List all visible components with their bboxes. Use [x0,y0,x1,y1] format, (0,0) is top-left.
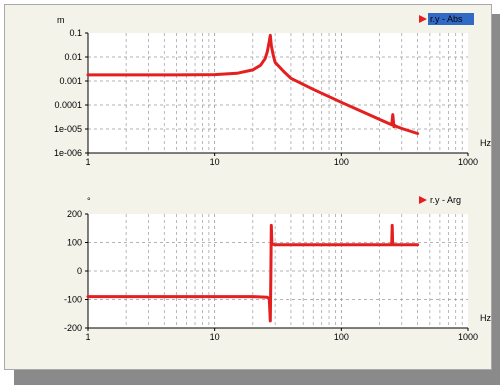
y-tick-label: 1e-005 [54,124,82,134]
magnitude-x-unit: Hz [480,138,491,148]
x-tick-label: 100 [334,157,349,167]
magnitude-chart: 1 10 100 1000 0.1 0.01 0.001 0.0001 1e-005 1e-006… [54,13,491,167]
x-tick-label: 100 [334,332,349,342]
magnitude-axes [87,33,468,154]
y-tick-label: 0.1 [69,28,82,38]
phase-legend[interactable]: r.y - Arg [419,195,461,205]
legend-marker-icon [419,15,427,23]
magnitude-tick-labels: 1 10 100 1000 0.1 0.01 0.001 0.0001 1e-005 1e-006 [54,28,478,167]
x-tick-label: 1 [85,157,90,167]
magnitude-legend[interactable]: r.y - Abs [419,13,474,25]
y-tick-label: 0.0001 [54,100,82,110]
x-tick-label: 10 [210,157,220,167]
y-tick-label: -200 [64,323,82,333]
y-tick-label: 0.001 [59,76,82,86]
y-tick-label: -100 [64,295,82,305]
x-tick-label: 10 [210,332,220,342]
x-tick-label: 1000 [458,332,478,342]
x-tick-label: 1 [85,332,90,342]
series-line-abs [86,33,420,135]
magnitude-plot-area [88,33,468,153]
magnitude-y-unit: m [57,15,65,25]
phase-y-unit: ° [87,196,91,206]
phase-plot-area [88,214,468,328]
phase-legend-label: r.y - Arg [430,195,461,205]
x-tick-label: 1000 [458,157,478,167]
magnitude-legend-label: r.y - Abs [430,14,463,24]
y-tick-label: 200 [67,209,82,219]
legend-marker-icon [419,196,427,204]
magnitude-grid [88,33,468,153]
phase-grid [88,214,468,328]
y-tick-label: 0.01 [64,52,82,62]
phase-x-unit: Hz [480,313,491,323]
y-tick-label: 100 [67,238,82,248]
y-tick-label: 0 [77,266,82,276]
legend-highlight [428,13,474,25]
y-tick-label: 1e-006 [54,148,82,158]
series-line-arg [86,223,420,323]
